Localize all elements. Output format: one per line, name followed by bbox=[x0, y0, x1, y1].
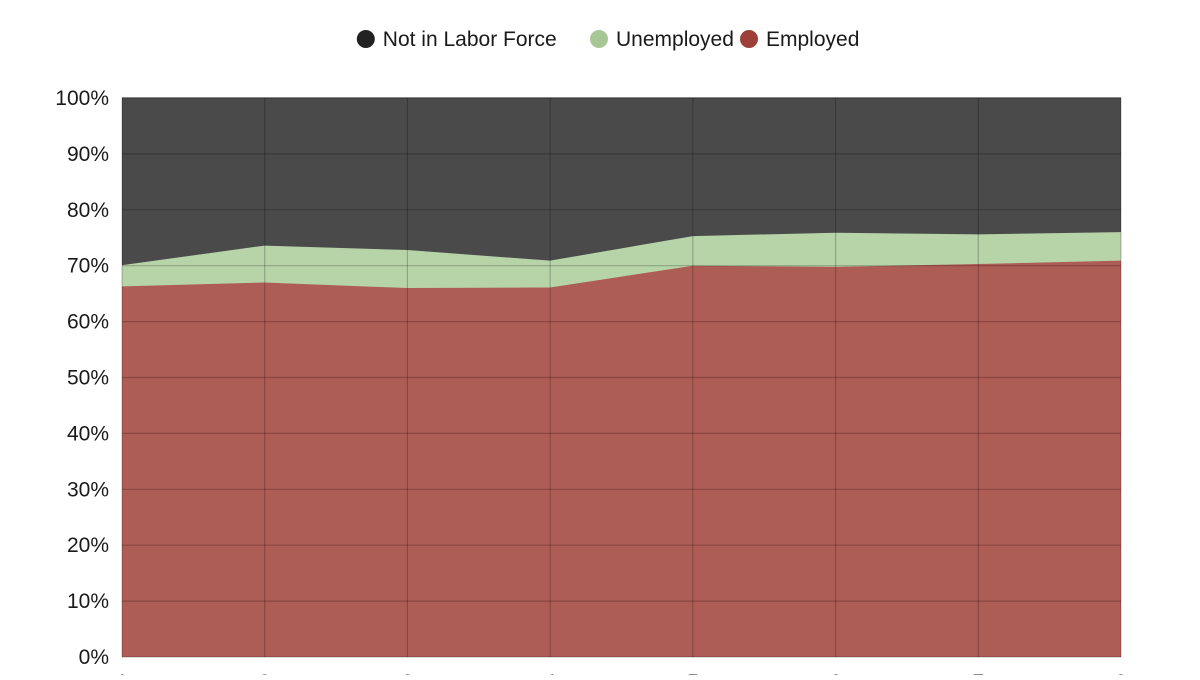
legend-item-employed[interactable]: Employed bbox=[740, 28, 859, 51]
legend-item-unemployed[interactable]: Unemployed bbox=[590, 28, 734, 51]
x-tick-label: 8 bbox=[1115, 671, 1127, 675]
y-tick-label: 30% bbox=[67, 478, 109, 501]
y-tick-label: 50% bbox=[67, 367, 109, 390]
area-employed bbox=[122, 260, 1121, 657]
x-tick-label: 4 bbox=[544, 671, 556, 675]
y-tick-label: 80% bbox=[67, 199, 109, 222]
y-tick-label: 100% bbox=[55, 87, 109, 110]
legend-marker-icon bbox=[590, 30, 608, 48]
y-tick-label: 90% bbox=[67, 143, 109, 166]
y-tick-label: 40% bbox=[67, 422, 109, 445]
y-tick-label: 0% bbox=[79, 646, 109, 669]
legend-marker-icon bbox=[740, 30, 758, 48]
legend-label: Employed bbox=[766, 28, 859, 51]
x-tick-label: 5 bbox=[687, 671, 699, 675]
x-tick-label: 3 bbox=[402, 671, 414, 675]
area-unemployed bbox=[122, 232, 1121, 289]
gridlines bbox=[121, 97, 1122, 658]
legend-label: Unemployed bbox=[616, 28, 734, 51]
plot-areas bbox=[121, 97, 1122, 657]
area-not-in-labor-force bbox=[122, 98, 1121, 266]
x-tick-label: 7 bbox=[972, 671, 984, 675]
y-tick-label: 10% bbox=[67, 590, 109, 613]
legend-item-not-in-labor-force[interactable]: Not in Labor Force bbox=[356, 28, 557, 51]
x-tick-label: 1 bbox=[116, 671, 128, 675]
legend: Not in Labor Force Unemployed Employed bbox=[356, 28, 859, 51]
x-axis: 1 2 3 4 5 6 7 8 bbox=[116, 671, 1127, 680]
y-tick-label: 60% bbox=[67, 311, 109, 334]
x-tick-label: 6 bbox=[830, 671, 842, 675]
y-tick-label: 20% bbox=[67, 534, 109, 557]
x-tick-label: 2 bbox=[259, 671, 271, 675]
y-axis: 0% 10% 20% 30% 40% 50% 60% 70% 80% 90% 100% bbox=[55, 87, 109, 669]
legend-label: Not in Labor Force bbox=[383, 28, 557, 51]
legend-marker-icon bbox=[356, 30, 375, 48]
y-tick-label: 70% bbox=[67, 255, 109, 278]
